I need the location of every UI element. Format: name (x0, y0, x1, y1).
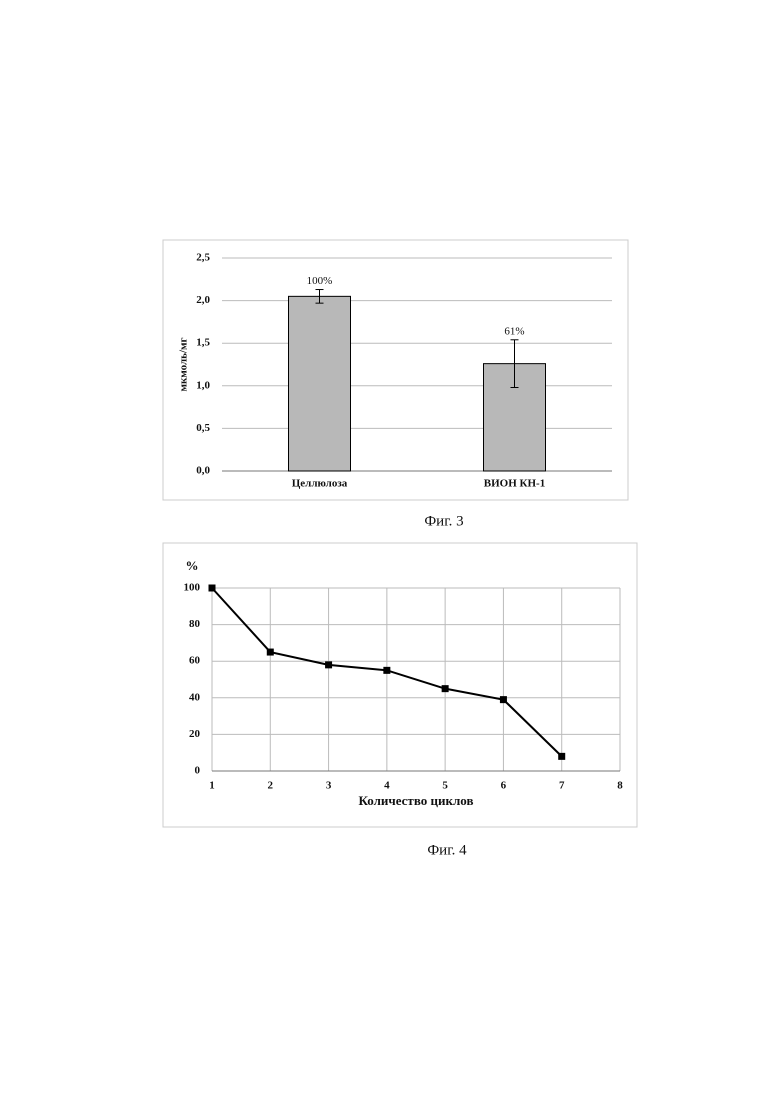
y-tick-label: 0 (195, 765, 201, 777)
x-tick-label: ВИОН КН-1 (484, 478, 545, 490)
y-tick-label: 100 (184, 582, 201, 594)
x-tick-label: 5 (442, 780, 448, 792)
marker (209, 585, 216, 592)
marker (325, 661, 332, 668)
caption: Фиг. 4 (427, 842, 467, 858)
annotation: 61% (504, 325, 524, 337)
y-tick-label: 2,0 (196, 294, 210, 306)
y-tick-label: 40 (189, 691, 201, 703)
page: Фиг. 3 0,0 0,5 1,0 1,5 2,0 2,5 мкмоль/мг 100% Цел… (0, 0, 780, 1103)
y-tick-label: 0,5 (196, 422, 210, 434)
y-axis-label: % (186, 558, 199, 573)
y-tick-label: 80 (189, 618, 201, 630)
x-tick-label: 4 (384, 780, 390, 792)
x-tick-label: 7 (559, 780, 565, 792)
annotation: 100% (307, 275, 333, 287)
x-axis-label: Количество циклов (359, 793, 474, 808)
y-axis-label: мкмоль/мг (178, 337, 190, 391)
y-tick-label: 2,5 (196, 252, 210, 264)
x-tick-label: Целлюлоза (292, 478, 348, 490)
y-tick-label: 1,0 (196, 379, 210, 391)
x-tick-label: 6 (501, 780, 507, 792)
x-tick-label: 3 (326, 780, 332, 792)
x-tick-label: 2 (268, 780, 274, 792)
x-tick-label: 1 (209, 780, 215, 792)
bar (289, 296, 351, 471)
marker (442, 685, 449, 692)
y-tick-label: 20 (189, 728, 201, 740)
y-tick-label: 1,5 (196, 337, 210, 349)
marker (267, 649, 274, 656)
y-tick-label: 0,0 (196, 465, 210, 477)
marker (500, 696, 507, 703)
chart-frame (163, 240, 628, 500)
marker (558, 753, 565, 760)
chart-frame (163, 543, 637, 827)
x-tick-label: 8 (617, 780, 623, 792)
y-tick-label: 60 (189, 655, 201, 667)
marker (383, 667, 390, 674)
caption: Фиг. 3 (424, 513, 463, 529)
